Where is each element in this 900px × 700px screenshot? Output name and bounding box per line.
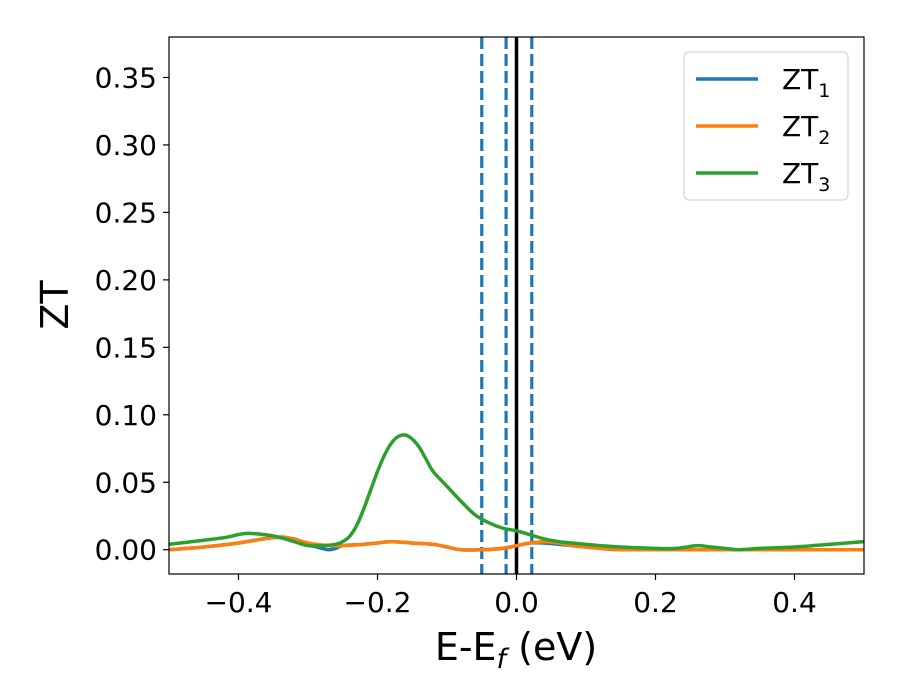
y-tick-label: 0.00 xyxy=(95,534,157,567)
x-tick-label: −0.2 xyxy=(344,586,412,619)
y-axis: 0.00 0.05 0.10 0.15 0.20 0.25 0.30 0.35 xyxy=(95,61,169,567)
y-tick-label: 0.15 xyxy=(95,331,157,364)
y-tick-label: 0.20 xyxy=(95,264,157,297)
series-line-zt3 xyxy=(169,433,864,552)
legend-label-subscript: 2 xyxy=(818,127,830,149)
legend-label-main: ZT xyxy=(782,63,819,96)
y-tick-label: 0.35 xyxy=(95,61,157,94)
x-axis: −0.4 −0.2 0.0 0.2 0.4 xyxy=(205,574,817,619)
y-axis-title: ZT xyxy=(33,280,77,330)
x-axis-title: E-Ef (eV) xyxy=(435,625,597,675)
reference-lines xyxy=(480,37,534,574)
x-tick-label: 0.4 xyxy=(772,586,817,619)
x-tick-label: −0.4 xyxy=(205,586,273,619)
series-layer xyxy=(169,433,864,552)
y-tick-label: 0.10 xyxy=(95,399,157,432)
legend-label-subscript: 3 xyxy=(818,174,830,196)
x-tick-label: 0.0 xyxy=(494,586,539,619)
legend-label: ZT3 xyxy=(782,157,830,196)
x-axis-title-unit: (eV) xyxy=(506,625,597,669)
legend-box xyxy=(683,51,849,201)
y-tick-label: 0.05 xyxy=(95,466,157,499)
y-tick-label: 0.30 xyxy=(95,129,157,162)
series-line-zt2 xyxy=(169,535,864,552)
legend-label: ZT2 xyxy=(782,110,830,149)
legend-label: ZT1 xyxy=(782,63,830,102)
y-tick-label: 0.25 xyxy=(95,196,157,229)
legend-label-main: ZT xyxy=(782,110,819,143)
x-tick-label: 0.2 xyxy=(633,586,678,619)
legend-label-main: ZT xyxy=(782,157,819,190)
legend-label-subscript: 1 xyxy=(818,80,830,102)
